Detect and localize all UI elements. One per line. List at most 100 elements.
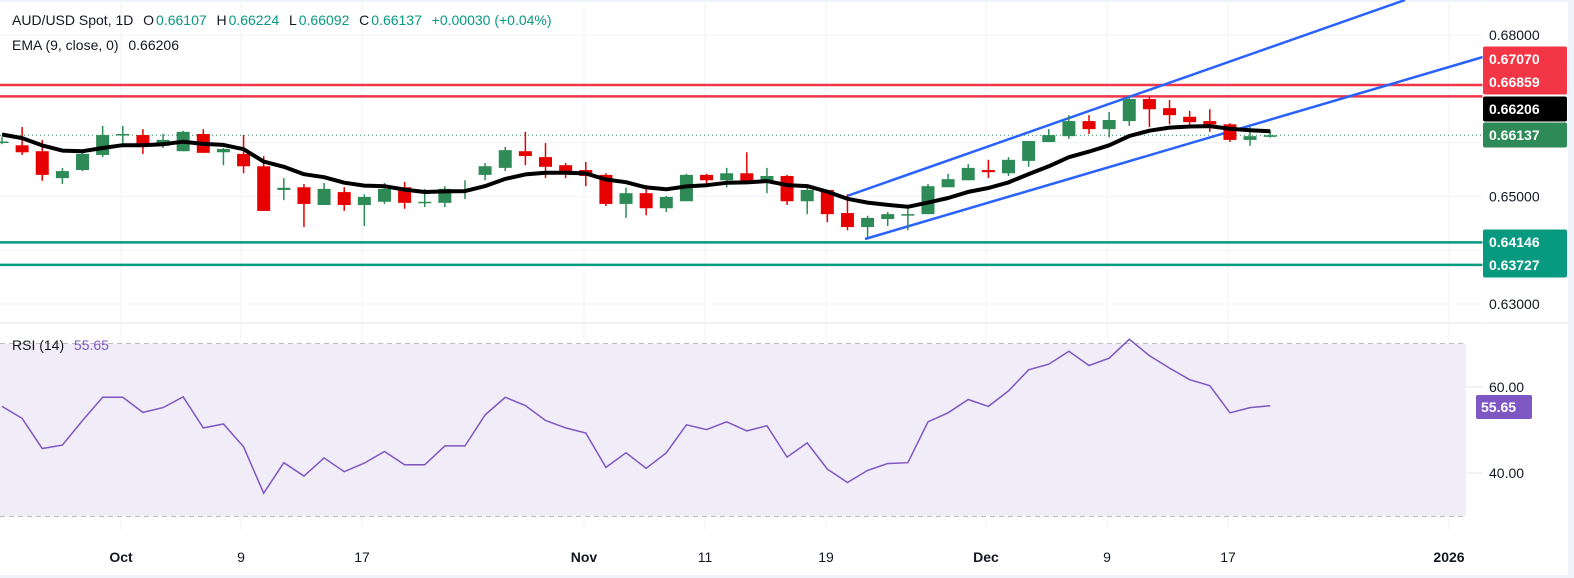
candle-body <box>116 133 130 136</box>
rsi-value-tag[interactable]: 55.65 <box>1476 395 1532 419</box>
candle-body <box>901 214 915 216</box>
candle <box>881 212 895 226</box>
candle <box>941 173 955 188</box>
rsi-legend[interactable]: RSI (14) 55.65 <box>12 337 111 353</box>
candle-body <box>619 193 633 204</box>
time-label: 19 <box>818 549 834 565</box>
candle-body <box>881 214 895 219</box>
candle <box>0 137 9 145</box>
candle-body <box>1102 120 1116 130</box>
high-value: 0.66224 <box>228 12 280 28</box>
candle-body <box>1082 121 1096 130</box>
candle-body <box>941 179 955 188</box>
rsi-tick-label: 60.00 <box>1489 379 1524 395</box>
time-label: Nov <box>571 549 598 565</box>
candle <box>800 186 814 215</box>
time-label: 2026 <box>1433 549 1464 565</box>
time-label: 9 <box>237 549 245 565</box>
candle <box>1082 115 1096 134</box>
ema-legend-value: 0.66206 <box>128 37 179 53</box>
candle <box>438 186 452 208</box>
price-axis[interactable]: 0.68000 0.65000 0.63000 0.67070 0.66859 0.662… <box>1483 27 1567 312</box>
candle-body <box>740 173 754 181</box>
candle <box>820 189 834 223</box>
channel-lower-line[interactable] <box>864 55 1484 241</box>
candle-body <box>237 153 251 167</box>
candle <box>961 164 975 181</box>
time-axis[interactable]: Oct 9 17 Nov 11 19 Dec 9 17 2026 <box>109 549 1464 565</box>
horizontal-levels[interactable] <box>0 83 1483 267</box>
price-tag-label: 0.66859 <box>1489 74 1540 90</box>
candle-body <box>277 187 291 190</box>
time-label: 17 <box>354 549 370 565</box>
price-tag-background <box>1483 46 1567 72</box>
close-label: C <box>359 12 370 28</box>
rsi-axis[interactable]: 60.00 40.00 55.65 <box>1476 379 1532 481</box>
time-label: Dec <box>973 549 999 565</box>
candle <box>15 126 29 155</box>
close-value: 0.66137 <box>371 12 422 28</box>
candle <box>659 195 673 213</box>
ema-legend[interactable]: EMA (9, close, 0) 0.66206 <box>12 37 181 53</box>
candle <box>1042 129 1056 143</box>
candle-body <box>297 187 311 204</box>
candle-body <box>357 196 371 206</box>
candle <box>1163 100 1177 125</box>
candle-body <box>216 149 230 153</box>
price-tag-label: 0.64146 <box>1489 234 1540 250</box>
candle <box>780 174 794 206</box>
price-tick-label: 0.63000 <box>1489 296 1540 312</box>
candle <box>559 163 573 179</box>
channel-upper-line[interactable] <box>846 0 1406 198</box>
change-value: +0.00030 (+0.04%) <box>431 12 552 28</box>
candle-body <box>1022 140 1036 161</box>
price-tag[interactable]: 0.66206 <box>1483 96 1567 122</box>
candle-body <box>639 193 653 209</box>
candle-body <box>961 167 975 181</box>
candle <box>901 207 915 231</box>
candle-body <box>1122 99 1136 122</box>
candle-body <box>55 171 69 179</box>
price-tag-label: 0.67070 <box>1489 51 1540 67</box>
price-tag-label: 0.66137 <box>1489 127 1540 143</box>
candle <box>1223 123 1237 143</box>
price-tag[interactable]: 0.63727 <box>1483 252 1567 278</box>
candle-body <box>136 135 150 146</box>
candle-body <box>559 165 573 173</box>
symbol-title[interactable]: AUD/USD Spot, 1D <box>12 12 134 28</box>
candles <box>0 95 1277 238</box>
candle-body <box>820 189 834 215</box>
candle <box>136 129 150 154</box>
price-tick-label: 0.65000 <box>1489 188 1540 204</box>
candle-body <box>1042 135 1056 143</box>
price-tag[interactable]: 0.66859 <box>1483 69 1567 95</box>
candle <box>981 159 995 179</box>
price-tag[interactable]: 0.64146 <box>1483 229 1567 255</box>
candle <box>317 182 331 206</box>
candle <box>619 187 633 218</box>
price-tag[interactable]: 0.66137 <box>1483 122 1567 148</box>
symbol-legend[interactable]: AUD/USD Spot, 1D O 0.66107 H 0.66224 L 0.66… <box>12 12 554 28</box>
candle <box>478 163 492 181</box>
candle-body <box>720 173 734 181</box>
candle-body <box>1243 136 1257 140</box>
candle <box>96 125 110 158</box>
candle <box>1102 111 1116 138</box>
candle <box>1183 110 1197 125</box>
ascending-channel[interactable] <box>846 0 1484 241</box>
time-label: Oct <box>109 549 133 565</box>
candle-body <box>478 166 492 175</box>
candle-body <box>337 192 351 206</box>
price-tag-background <box>1483 122 1567 148</box>
price-tag[interactable]: 0.67070 <box>1483 46 1567 72</box>
candle <box>337 187 351 211</box>
price-tag-label: 0.63727 <box>1489 257 1540 273</box>
candle <box>237 135 251 174</box>
candle-body <box>76 153 90 171</box>
candle-body <box>1203 121 1217 125</box>
rsi-band-background <box>0 344 1466 516</box>
candle-body <box>1183 116 1197 123</box>
candle <box>277 178 291 201</box>
rsi-tick-label: 40.00 <box>1489 465 1524 481</box>
